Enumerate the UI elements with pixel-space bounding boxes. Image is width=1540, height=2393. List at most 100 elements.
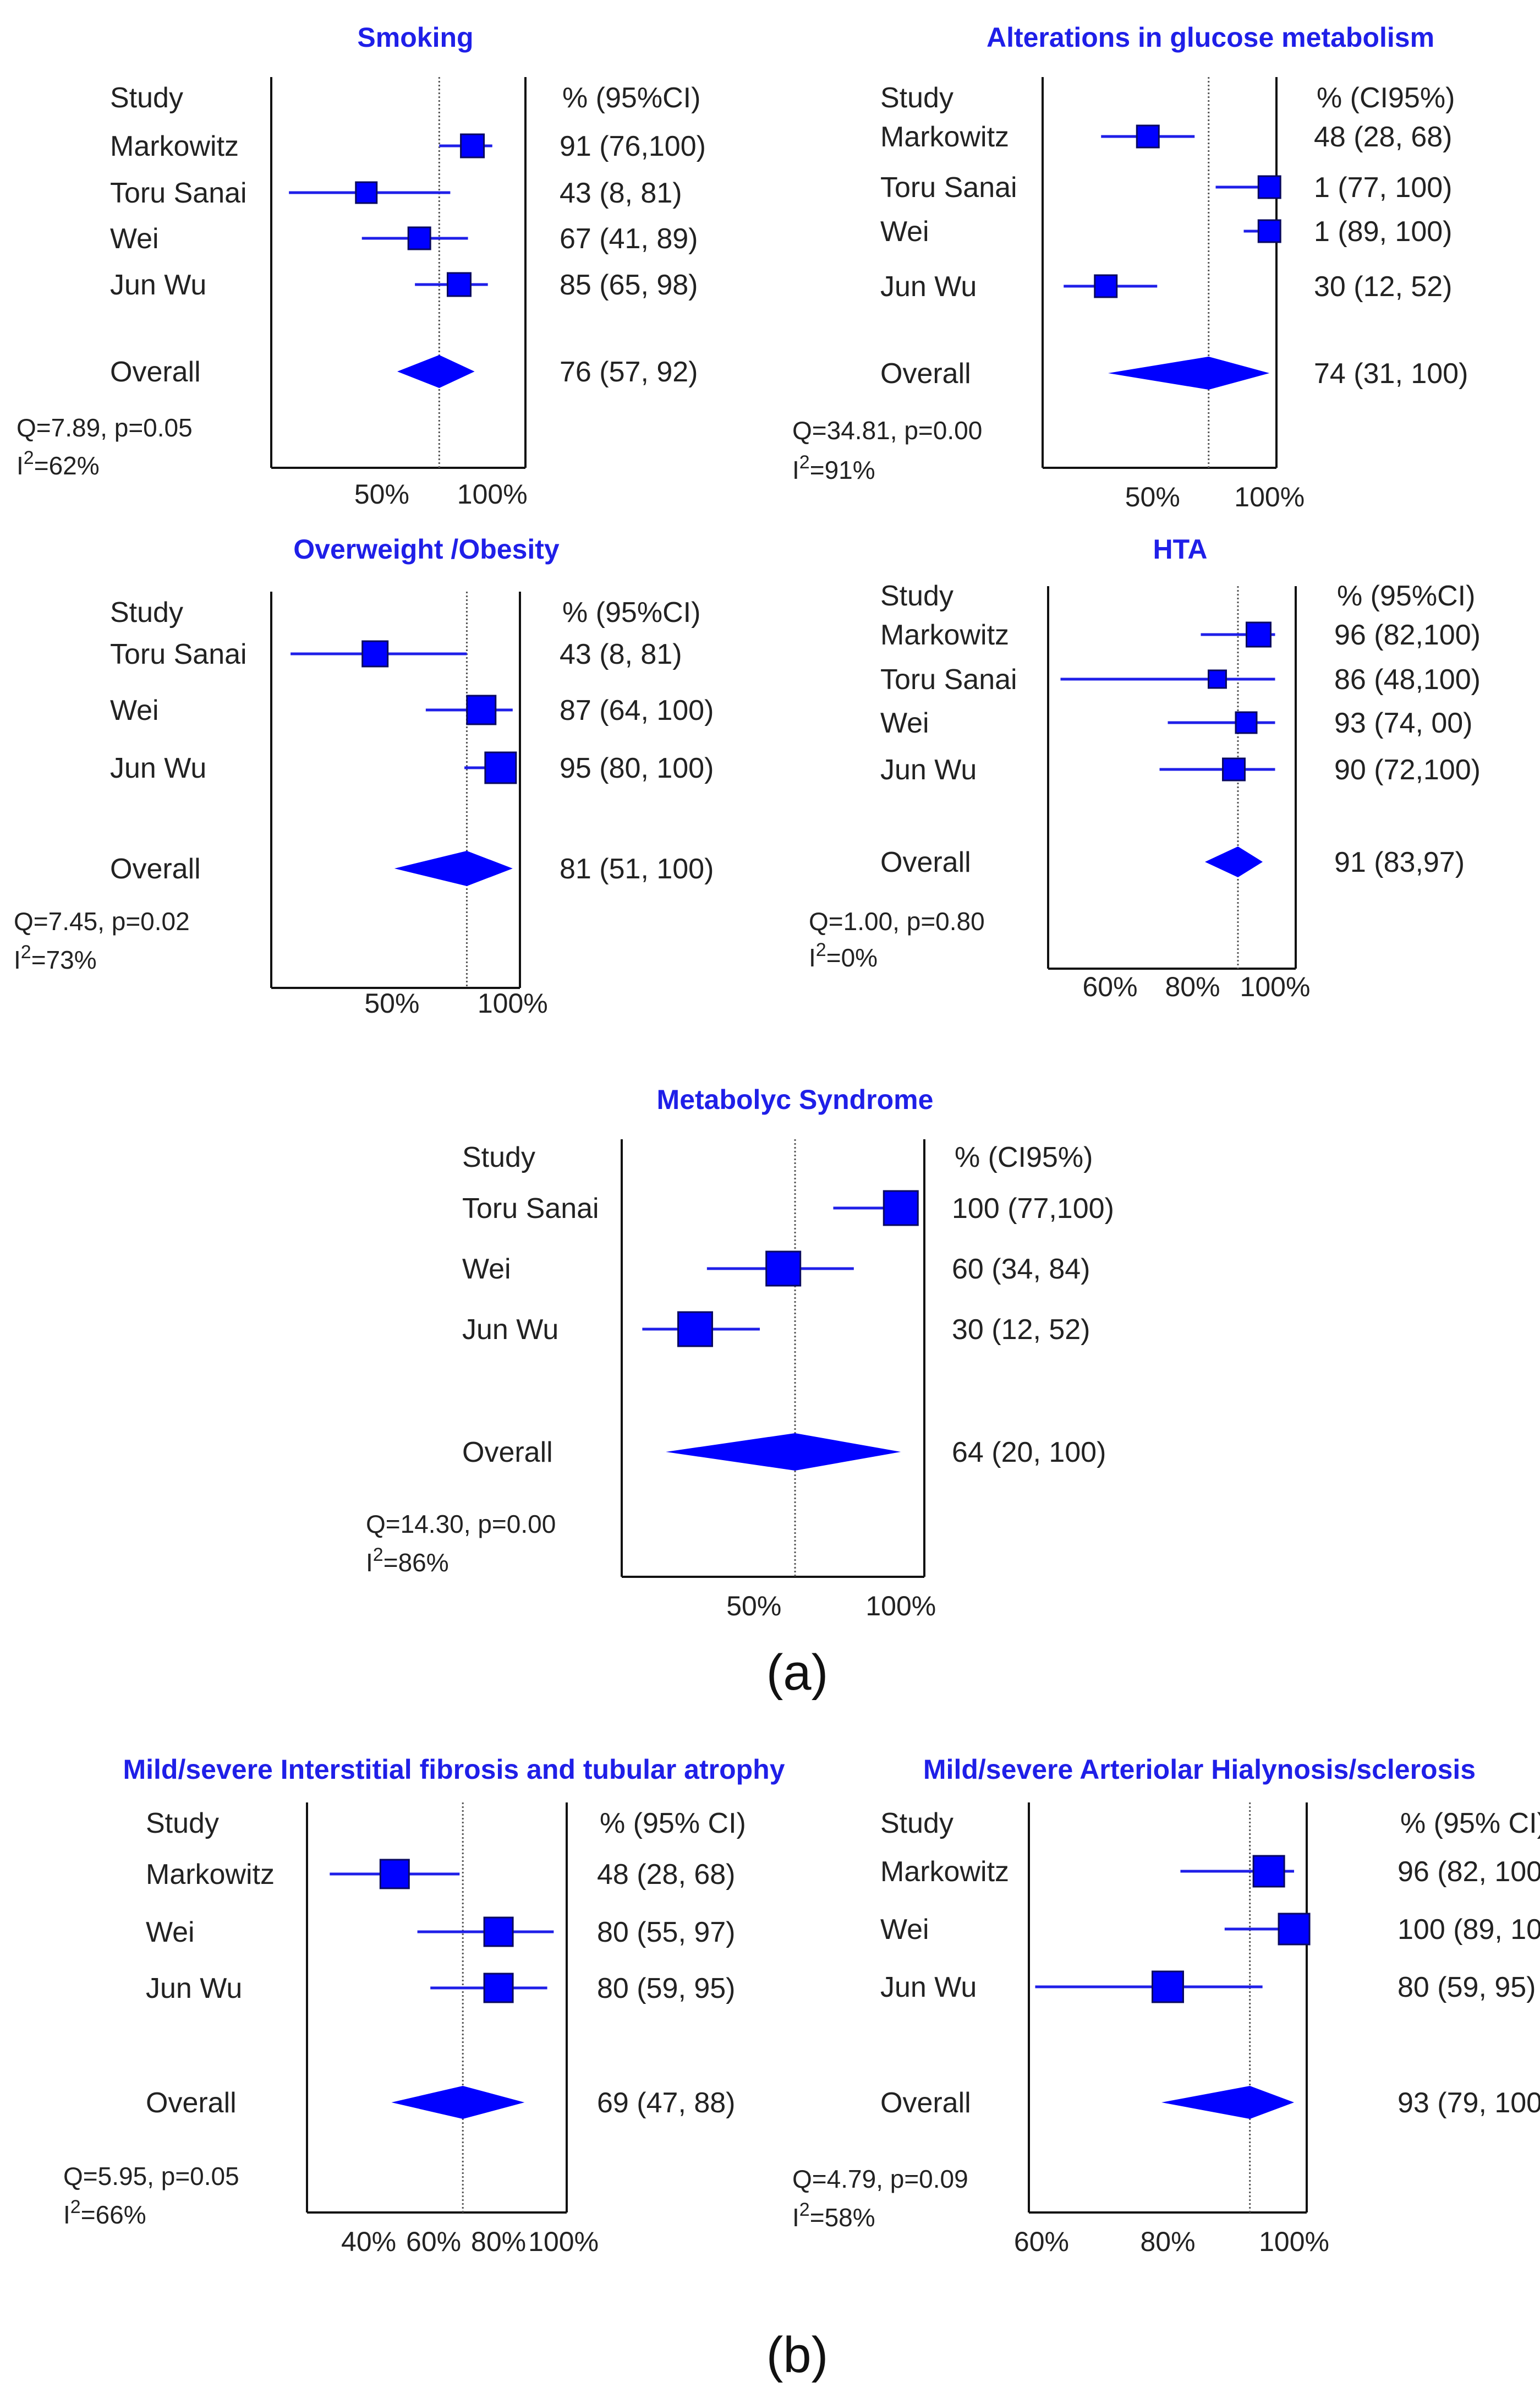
- study-name: Markowitz: [110, 130, 239, 162]
- overall-label: Overall: [146, 2087, 237, 2119]
- study-name: Wei: [462, 1253, 511, 1285]
- study-marker: [1136, 124, 1160, 149]
- study-ci-text: 1 (77, 100): [1314, 172, 1453, 204]
- ci-header: % (CI95%): [1317, 82, 1455, 114]
- study-marker: [1257, 219, 1281, 243]
- study-ci-text: 85 (65, 98): [560, 269, 698, 301]
- panel-title: Mild/severe Arteriolar Hialynosis/sclero…: [923, 1754, 1476, 1785]
- ci-header: % (95%CI): [562, 597, 700, 629]
- x-tick-label: 100%: [1240, 971, 1311, 1002]
- study-marker: [1278, 1913, 1311, 1946]
- forest-panel: Mild/severe Interstitial fibrosis and tu…: [63, 1754, 785, 2257]
- study-ci-text: 67 (41, 89): [560, 223, 698, 255]
- x-tick-label: 100%: [1234, 482, 1305, 512]
- study-name: Wei: [880, 707, 929, 739]
- study-ci-text: 100 (89, 100): [1397, 1914, 1540, 1946]
- study-name: Wei: [146, 1916, 195, 1948]
- study-marker: [1246, 621, 1272, 648]
- panel-title: Mild/severe Interstitial fibrosis and tu…: [123, 1754, 785, 1785]
- study-name: Toru Sanai: [110, 177, 247, 209]
- overall-diamond: [1205, 846, 1263, 877]
- study-name: Toru Sanai: [880, 172, 1017, 204]
- overall-label: Overall: [880, 2087, 971, 2119]
- x-tick-label: 80%: [1140, 2226, 1195, 2257]
- x-tick-label: 80%: [1165, 971, 1220, 1002]
- overall-label: Overall: [880, 358, 971, 390]
- ci-header: % (95% CI): [600, 1807, 746, 1839]
- study-header: Study: [146, 1807, 219, 1839]
- i-squared-statistic: I2=73%: [14, 942, 97, 974]
- forest-panel: Overweight /Obesity Study % (95%CI) 50% 100%…: [14, 534, 714, 1019]
- study-ci-text: 95 (80, 100): [560, 752, 714, 784]
- study-marker: [1257, 175, 1281, 199]
- study-header: Study: [110, 597, 183, 629]
- x-tick-label: 50%: [364, 988, 419, 1019]
- study-marker: [407, 226, 431, 250]
- forest-panel: Alterations in glucose metabolism Study % …: [792, 22, 1468, 512]
- study-name: Jun Wu: [110, 269, 206, 301]
- study-marker: [883, 1190, 919, 1226]
- i-squared-statistic: I2=58%: [792, 2199, 875, 2232]
- overall-label: Overall: [880, 846, 971, 878]
- study-ci-text: 48 (28, 68): [1314, 121, 1453, 153]
- x-tick-label: 100%: [457, 479, 528, 510]
- study-ci-text: 80 (59, 95): [1397, 1971, 1536, 2003]
- study-name: Wei: [880, 1914, 929, 1946]
- x-tick-label: 50%: [726, 1591, 781, 1621]
- overall-label: Overall: [462, 1436, 553, 1468]
- panel-title: Overweight /Obesity: [293, 534, 560, 565]
- study-ci-text: 96 (82,100): [1334, 619, 1481, 651]
- study-name: Markowitz: [880, 619, 1009, 651]
- study-ci-text: 100 (77,100): [952, 1193, 1114, 1225]
- study-name: Jun Wu: [110, 752, 206, 784]
- study-ci-text: 43 (8, 81): [560, 638, 682, 670]
- i-squared-statistic: I2=66%: [63, 2197, 146, 2229]
- i-squared-statistic: I2=91%: [792, 452, 875, 484]
- overall-ci-text: 64 (20, 100): [952, 1436, 1106, 1468]
- study-name: Markowitz: [880, 121, 1009, 153]
- ci-header: % (CI95%): [955, 1141, 1093, 1173]
- study-ci-text: 93 (74, 00): [1334, 707, 1473, 739]
- x-tick-label: 100%: [528, 2226, 599, 2257]
- study-header: Study: [110, 82, 183, 114]
- q-statistic: Q=5.95, p=0.05: [63, 2162, 239, 2190]
- study-ci-text: 87 (64, 100): [560, 695, 714, 726]
- study-marker: [677, 1311, 713, 1347]
- study-marker: [1094, 274, 1118, 298]
- study-ci-text: 86 (48,100): [1334, 664, 1481, 696]
- study-name: Jun Wu: [880, 271, 977, 303]
- study-header: Study: [880, 1807, 953, 1839]
- study-header: Study: [880, 580, 953, 612]
- overall-label: Overall: [110, 853, 201, 885]
- study-ci-text: 96 (82, 100): [1397, 1856, 1540, 1888]
- x-tick-label: 60%: [406, 2226, 461, 2257]
- i-squared-statistic: I2=62%: [17, 447, 100, 480]
- study-header: Study: [462, 1141, 535, 1173]
- forest-panel: Mild/severe Arteriolar Hialynosis/sclero…: [792, 1754, 1540, 2257]
- study-marker: [460, 133, 485, 159]
- overall-diamond: [1161, 2086, 1295, 2119]
- ci-header: % (95%CI): [1337, 580, 1475, 612]
- overall-ci-text: 76 (57, 92): [560, 356, 698, 388]
- q-statistic: Q=34.81, p=0.00: [792, 416, 982, 445]
- ci-header: % (95% CI): [1400, 1807, 1540, 1839]
- study-marker: [361, 640, 389, 668]
- study-ci-text: 80 (55, 97): [597, 1916, 736, 1948]
- x-tick-label: 50%: [354, 479, 409, 510]
- study-ci-text: 30 (12, 52): [952, 1314, 1090, 1346]
- overall-diamond: [1108, 357, 1270, 390]
- overall-ci-text: 91 (83,97): [1334, 846, 1465, 878]
- study-ci-text: 48 (28, 68): [597, 1859, 736, 1891]
- overall-ci-text: 69 (47, 88): [597, 2087, 736, 2119]
- study-name: Jun Wu: [146, 1973, 242, 2004]
- study-ci-text: 90 (72,100): [1334, 754, 1481, 786]
- panel-title: Smoking: [357, 22, 473, 53]
- x-tick-label: 100%: [865, 1591, 936, 1621]
- x-tick-label: 80%: [471, 2226, 526, 2257]
- x-tick-label: 100%: [1259, 2226, 1329, 2257]
- study-marker: [446, 272, 472, 297]
- x-tick-label: 100%: [478, 988, 548, 1019]
- study-name: Jun Wu: [462, 1314, 558, 1346]
- study-marker: [1152, 1970, 1184, 2003]
